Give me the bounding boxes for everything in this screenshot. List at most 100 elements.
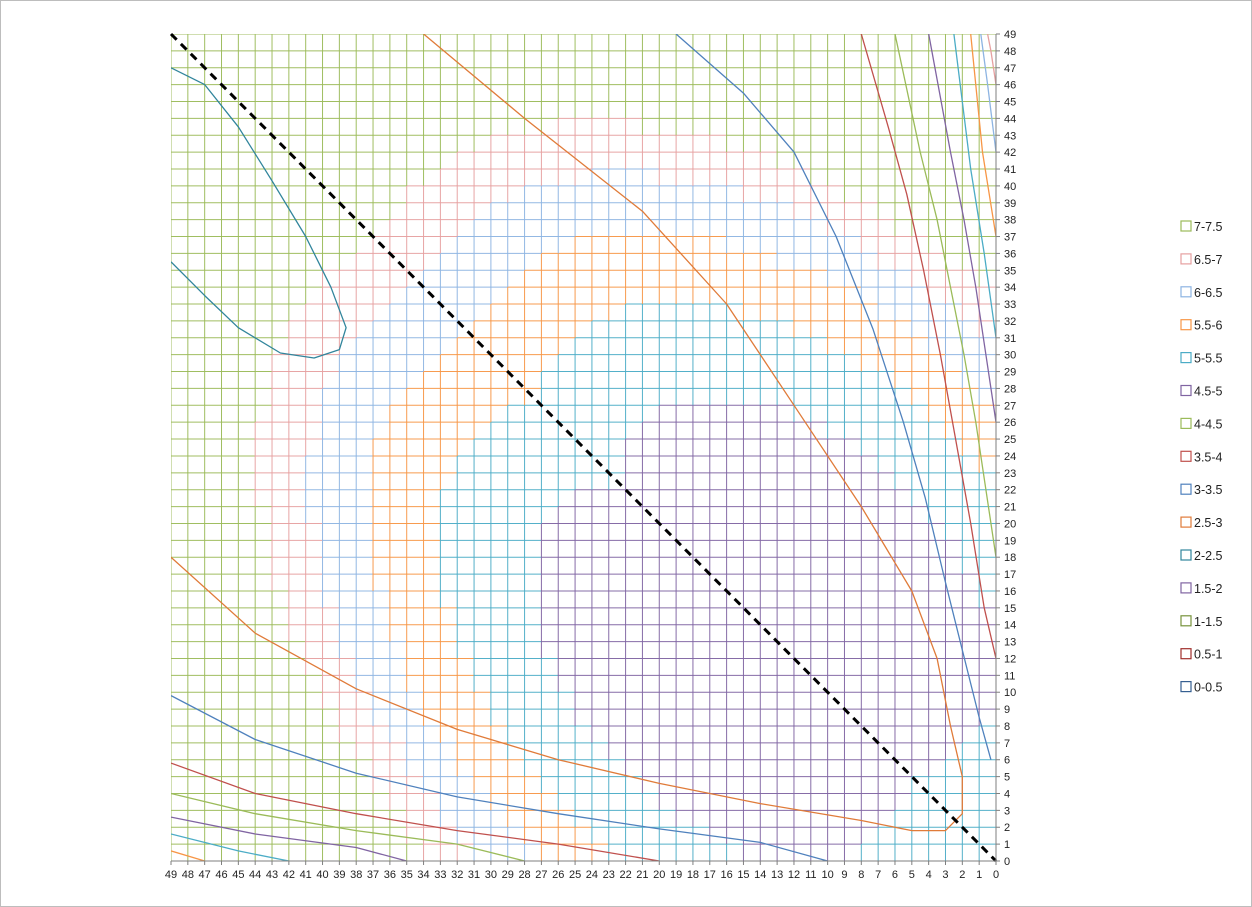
grid-cell (237, 489, 256, 507)
grid-cell (894, 506, 912, 524)
grid-cell (473, 826, 491, 845)
grid-cell (204, 438, 222, 456)
grid-cell (254, 421, 273, 440)
grid-cell (456, 641, 475, 659)
grid-cell (423, 624, 441, 642)
grid-cell (473, 607, 491, 625)
grid-cell (709, 354, 727, 372)
grid-cell (591, 269, 609, 288)
grid-cell (271, 708, 289, 726)
x-tick-label: 37 (367, 869, 379, 881)
grid-cell (776, 759, 794, 777)
grid-cell (827, 742, 845, 760)
grid-cell (305, 269, 323, 288)
grid-cell (928, 371, 946, 389)
grid-cell (961, 455, 980, 473)
grid-cell (961, 590, 980, 608)
grid-cell (675, 252, 693, 271)
grid-cell (355, 101, 374, 119)
grid-cell (793, 725, 811, 743)
grid-cell (423, 303, 441, 321)
grid-cell (540, 219, 559, 237)
grid-cell (860, 202, 879, 220)
grid-cell (776, 809, 794, 828)
grid-cell (793, 674, 811, 693)
grid-cell (574, 371, 592, 389)
grid-cell (557, 624, 576, 642)
grid-cell (490, 455, 508, 473)
grid-cell (490, 708, 508, 726)
grid-cell (608, 34, 626, 51)
x-tick-label: 27 (535, 869, 547, 881)
grid-cell (961, 742, 980, 760)
grid-cell (271, 219, 289, 237)
grid-cell (406, 691, 424, 710)
grid-cell (439, 269, 458, 288)
grid-cell (894, 843, 912, 861)
axes-layer: 49 48 47 46 45 44 43 42 41 40 39 38 37 36 35 34 33 32 31 30… (165, 29, 1016, 881)
grid-cell (625, 657, 643, 676)
grid-cell (540, 50, 559, 68)
grid-cell (406, 826, 424, 845)
grid-cell (759, 725, 778, 743)
grid-cell (591, 725, 609, 743)
grid-cell (911, 34, 929, 51)
x-tick-label: 26 (552, 869, 564, 881)
grid-cell (978, 776, 996, 794)
grid-cell (591, 387, 609, 406)
grid-cell (456, 472, 475, 490)
grid-cell (709, 269, 727, 288)
grid-cell (877, 168, 895, 186)
grid-cell (692, 320, 710, 338)
grid-cell (187, 641, 205, 659)
grid-cell (793, 759, 811, 777)
grid-cell (911, 624, 929, 642)
grid-cell (793, 506, 811, 524)
grid-cell (641, 438, 660, 456)
grid-cell (658, 809, 677, 828)
grid-cell (187, 792, 205, 811)
grid-cell (221, 134, 239, 153)
grid-cell (338, 455, 357, 473)
grid-cell (490, 34, 508, 51)
x-tick-label: 21 (636, 869, 648, 881)
grid-cell (675, 337, 693, 355)
grid-cell (776, 84, 794, 102)
grid-cell (591, 185, 609, 203)
grid-cell (625, 404, 643, 423)
grid-cell (608, 826, 626, 845)
grid-cell (221, 657, 239, 676)
grid-cell (305, 67, 323, 85)
grid-cell (338, 151, 357, 170)
grid-cell (507, 387, 525, 406)
grid-cell (810, 657, 828, 676)
grid-cell (625, 826, 643, 845)
grid-cell (641, 269, 660, 288)
grid-cell (305, 387, 323, 406)
grid-cell (759, 168, 778, 186)
grid-cell (372, 202, 390, 220)
grid-cell (827, 826, 845, 845)
grid-cell (490, 809, 508, 828)
grid-cell (557, 809, 576, 828)
grid-cell (557, 742, 576, 760)
grid-cell (692, 168, 710, 186)
grid-cell (271, 404, 289, 423)
band-grid-layer (171, 34, 996, 861)
grid-cell (237, 590, 256, 608)
grid-cell (843, 371, 862, 389)
grid-cell (894, 117, 912, 136)
grid-cell (305, 556, 323, 575)
grid-cell (911, 337, 929, 355)
grid-cell (978, 151, 996, 170)
grid-cell (776, 691, 794, 710)
grid-cell (187, 354, 205, 372)
grid-cell (944, 337, 963, 355)
grid-cell (709, 725, 727, 743)
grid-cell (355, 286, 374, 305)
grid-cell (742, 522, 761, 541)
grid-cell (574, 691, 592, 710)
grid-cell (911, 708, 929, 726)
grid-cell (709, 151, 727, 170)
grid-cell (978, 674, 996, 693)
